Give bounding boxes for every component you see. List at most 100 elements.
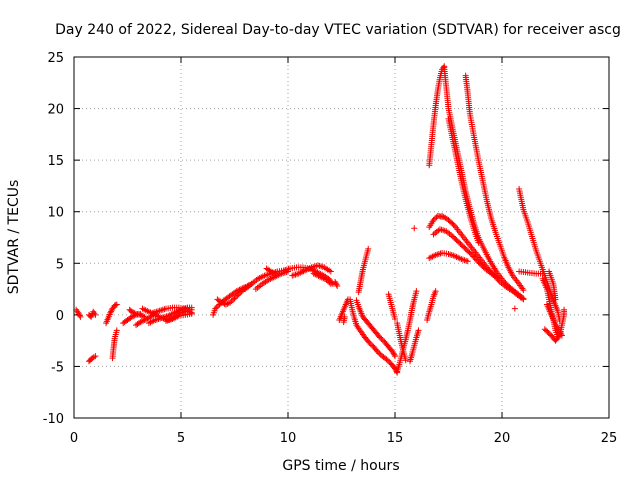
- data-point: [130, 309, 137, 316]
- axis-ticks: 0 5 10 15 20 25 -10 -5 0 5 10 15 20 25: [43, 51, 618, 446]
- data-point: [430, 216, 437, 223]
- data-point: [267, 268, 274, 275]
- data-point: [137, 319, 144, 326]
- data-point: [561, 306, 568, 313]
- data-point: [270, 269, 277, 276]
- data-point: [490, 271, 497, 278]
- data-point: [230, 296, 237, 303]
- data-point: [220, 300, 227, 307]
- data-point: [212, 305, 219, 312]
- data-point: [520, 287, 527, 294]
- data-point: [392, 315, 398, 322]
- data-point: [334, 282, 341, 289]
- chart-title: Day 240 of 2022, Sidereal Day-to-day VTE…: [55, 22, 621, 38]
- data-point: [520, 295, 527, 302]
- data-point: [222, 301, 229, 308]
- x-axis-label: GPS time / hours: [282, 458, 399, 474]
- data-point: [128, 308, 135, 315]
- data-point: [555, 333, 562, 340]
- y-tick-label: 15: [47, 154, 64, 169]
- data-point: [138, 312, 145, 319]
- data-point: [391, 351, 398, 358]
- data-point: [390, 350, 397, 357]
- data-point: [238, 288, 245, 295]
- data-point: [413, 288, 420, 295]
- data-point: [237, 289, 244, 296]
- x-tick-label: 20: [494, 431, 511, 446]
- data-point: [333, 281, 340, 288]
- data-point: [467, 250, 474, 257]
- data-point: [486, 267, 493, 274]
- data-point: [539, 270, 546, 277]
- data-point: [464, 258, 471, 265]
- data-point: [450, 221, 457, 228]
- data-point: [188, 310, 195, 317]
- data-point: [140, 317, 147, 324]
- data-point: [327, 280, 334, 287]
- data-point: [143, 316, 150, 323]
- data-point: [415, 327, 422, 334]
- data-point: [469, 252, 476, 259]
- data-point: [323, 276, 330, 283]
- data-point: [374, 348, 381, 355]
- data-point: [272, 270, 279, 277]
- data-point: [235, 291, 242, 298]
- data-point: [108, 308, 115, 315]
- x-tick-label: 5: [177, 431, 185, 446]
- data-point: [384, 357, 391, 364]
- data-point: [228, 298, 235, 305]
- x-tick-label: 25: [601, 431, 618, 446]
- data-point: [327, 268, 334, 275]
- data-point: [77, 313, 84, 320]
- data-point: [367, 341, 374, 348]
- data-point: [487, 268, 494, 275]
- data-point: [489, 270, 496, 277]
- data-point: [112, 302, 119, 309]
- data-point: [234, 292, 241, 299]
- y-tick-label: 25: [47, 51, 64, 66]
- data-point: [75, 311, 82, 318]
- data-point: [511, 305, 518, 312]
- data-point: [113, 327, 120, 334]
- data-point: [485, 265, 492, 272]
- x-tick-label: 15: [387, 431, 404, 446]
- data-point: [402, 357, 409, 364]
- data-point: [431, 215, 438, 222]
- data-point: [332, 278, 339, 285]
- data-point: [366, 339, 373, 346]
- data-point: [552, 296, 559, 303]
- data-point: [324, 278, 331, 285]
- data-point: [113, 301, 120, 308]
- y-tick-label: 0: [56, 309, 64, 324]
- data-point: [377, 334, 384, 341]
- data-point: [92, 353, 99, 360]
- data-point: [215, 302, 222, 309]
- y-axis-label: SDTVAR / TECUs: [6, 180, 22, 295]
- y-tick-label: 10: [47, 206, 64, 221]
- plot-frame: [73, 56, 610, 419]
- data-point: [475, 239, 482, 246]
- data-point: [75, 309, 82, 316]
- data-point: [92, 311, 99, 318]
- data-point: [76, 312, 83, 319]
- y-tick-label: 5: [56, 257, 64, 272]
- data-point: [506, 283, 513, 290]
- data-points: [73, 63, 568, 376]
- data-point: [131, 310, 138, 317]
- data-point: [392, 365, 398, 372]
- y-tick-label: 20: [47, 103, 64, 118]
- data-point: [365, 245, 372, 252]
- data-point: [218, 299, 225, 306]
- data-point: [107, 309, 114, 316]
- x-tick-label: 0: [70, 431, 78, 446]
- data-point: [411, 225, 418, 232]
- grid: [74, 57, 609, 418]
- data-point: [378, 335, 385, 342]
- data-point: [383, 356, 390, 363]
- data-point: [326, 279, 333, 286]
- data-point: [470, 253, 477, 260]
- data-point: [389, 348, 396, 355]
- data-point: [137, 311, 144, 318]
- data-point: [227, 299, 234, 306]
